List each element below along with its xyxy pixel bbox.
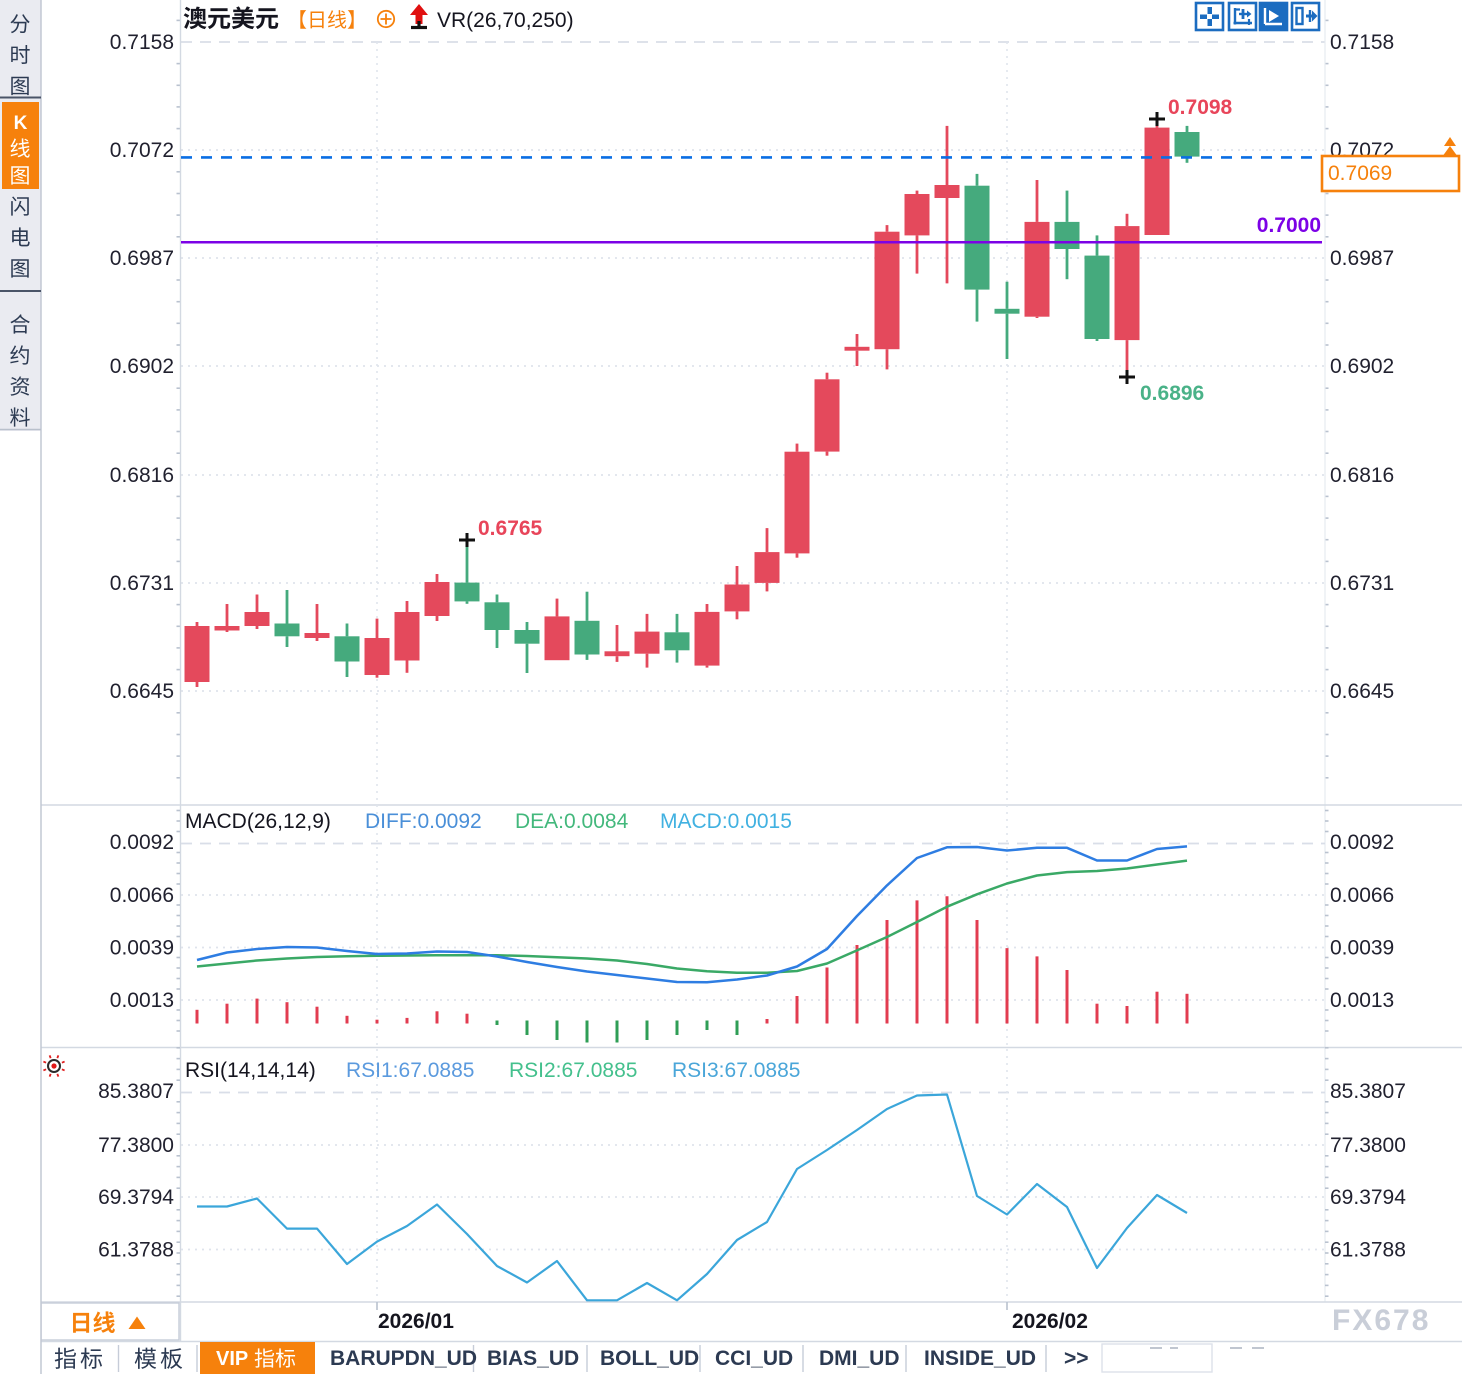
svg-text:RSI2:67.0885: RSI2:67.0885 — [509, 1059, 637, 1082]
svg-text:0.6902: 0.6902 — [110, 355, 174, 378]
svg-text:61.3788: 61.3788 — [98, 1239, 174, 1262]
svg-text:85.3807: 85.3807 — [1330, 1080, 1406, 1103]
svg-text:85.3807: 85.3807 — [98, 1080, 174, 1103]
svg-text:0.0092: 0.0092 — [110, 831, 174, 854]
svg-text:0.0066: 0.0066 — [1330, 884, 1394, 907]
svg-text:2026/01: 2026/01 — [378, 1310, 454, 1333]
svg-text:DIFF:0.0092: DIFF:0.0092 — [365, 810, 482, 833]
svg-text:0.0039: 0.0039 — [1330, 937, 1394, 960]
svg-text:0.0013: 0.0013 — [1330, 989, 1394, 1012]
svg-text:77.3800: 77.3800 — [98, 1134, 174, 1157]
svg-text:0.6902: 0.6902 — [1330, 355, 1394, 378]
svg-text:0.0066: 0.0066 — [110, 884, 174, 907]
svg-text:0.7000: 0.7000 — [1257, 214, 1321, 237]
svg-text:0.0092: 0.0092 — [1330, 831, 1394, 854]
svg-text:DEA:0.0084: DEA:0.0084 — [515, 810, 629, 833]
svg-text:BARUPDN_UD: BARUPDN_UD — [330, 1347, 477, 1370]
svg-text:61.3788: 61.3788 — [1330, 1239, 1406, 1262]
svg-text:0.0013: 0.0013 — [110, 989, 174, 1012]
svg-text:0.6765: 0.6765 — [478, 517, 543, 540]
svg-text:BIAS_UD: BIAS_UD — [487, 1347, 579, 1370]
svg-text:>>: >> — [1064, 1347, 1089, 1370]
svg-text:FX678: FX678 — [1332, 1304, 1430, 1337]
svg-text:69.3794: 69.3794 — [98, 1186, 174, 1209]
svg-text:0.6987: 0.6987 — [1330, 247, 1394, 270]
svg-text:BOLL_UD: BOLL_UD — [600, 1347, 699, 1370]
svg-text:0.7158: 0.7158 — [1330, 31, 1394, 54]
svg-text:VIP: VIP — [216, 1348, 248, 1370]
svg-text:VR(26,70,250): VR(26,70,250) — [437, 9, 574, 32]
svg-text:RSI3:67.0885: RSI3:67.0885 — [672, 1059, 800, 1082]
svg-text:K: K — [14, 113, 28, 134]
svg-text:0.7098: 0.7098 — [1168, 96, 1233, 119]
svg-text:INSIDE_UD: INSIDE_UD — [924, 1347, 1036, 1370]
svg-text:77.3800: 77.3800 — [1330, 1134, 1406, 1157]
svg-text:2026/02: 2026/02 — [1012, 1310, 1088, 1333]
svg-text:DMI_UD: DMI_UD — [819, 1347, 900, 1370]
svg-text:MACD:0.0015: MACD:0.0015 — [660, 810, 792, 833]
svg-text:69.3794: 69.3794 — [1330, 1186, 1406, 1209]
svg-text:0.7158: 0.7158 — [110, 31, 174, 54]
svg-text:MACD(26,12,9): MACD(26,12,9) — [185, 810, 331, 833]
svg-text:0.6645: 0.6645 — [1330, 680, 1394, 703]
svg-text:CCI_UD: CCI_UD — [715, 1347, 793, 1370]
svg-text:0.6731: 0.6731 — [1330, 572, 1394, 595]
svg-text:0.6896: 0.6896 — [1140, 382, 1204, 405]
svg-text:0.6987: 0.6987 — [110, 247, 174, 270]
svg-text:0.6731: 0.6731 — [110, 572, 174, 595]
svg-text:RSI1:67.0885: RSI1:67.0885 — [346, 1059, 474, 1082]
svg-text:0.7072: 0.7072 — [110, 139, 174, 162]
svg-text:0.6816: 0.6816 — [110, 464, 174, 487]
svg-text:0.6816: 0.6816 — [1330, 464, 1394, 487]
svg-text:RSI(14,14,14): RSI(14,14,14) — [185, 1059, 316, 1082]
svg-text:0.7069: 0.7069 — [1328, 162, 1392, 185]
svg-text:0.6645: 0.6645 — [110, 680, 174, 703]
svg-text:0.0039: 0.0039 — [110, 937, 174, 960]
